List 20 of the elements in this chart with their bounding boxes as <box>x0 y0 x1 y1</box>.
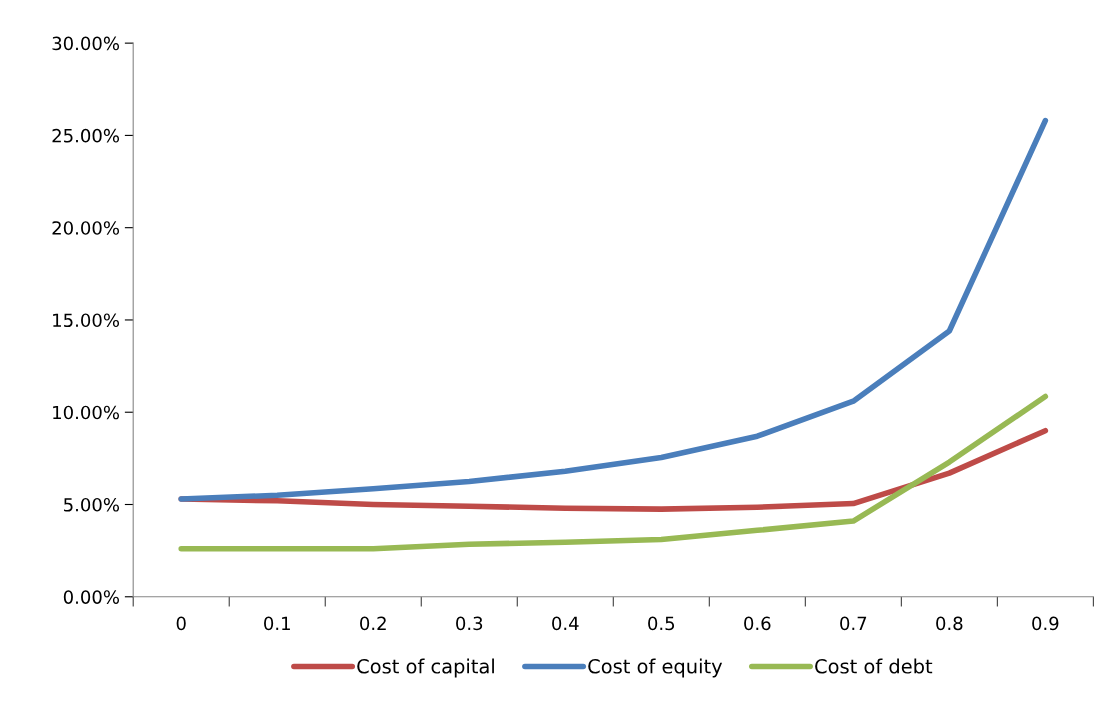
y-tick-label: 0.00% <box>63 590 120 604</box>
x-tick-label: 0.7 <box>840 616 867 631</box>
y-tick-label: 30.00% <box>52 36 120 51</box>
y-tick-label: 25.00% <box>52 128 120 143</box>
y-tick-label: 10.00% <box>53 405 120 420</box>
x-tick-label: 0 <box>176 616 186 631</box>
y-tick-label: 20.00% <box>52 221 120 235</box>
x-tick-label: 0.2 <box>360 616 386 631</box>
legend-label: Cost of capital <box>357 658 494 678</box>
x-tick-label: 0.4 <box>552 616 579 631</box>
x-tick-label: 0.8 <box>936 616 963 631</box>
x-tick-label: 0.3 <box>456 616 483 631</box>
legend-label: Cost of equity <box>588 658 723 678</box>
y-tick-label: 15.00% <box>53 313 120 328</box>
x-tick-label: 0.6 <box>744 616 771 631</box>
y-tick-label: 5.00% <box>64 497 120 512</box>
x-tick-label: 0.1 <box>264 616 290 631</box>
x-tick-label: 0.9 <box>1032 616 1059 631</box>
x-tick-label: 0.5 <box>648 616 675 631</box>
legend-label: Cost of debt <box>815 658 933 674</box>
